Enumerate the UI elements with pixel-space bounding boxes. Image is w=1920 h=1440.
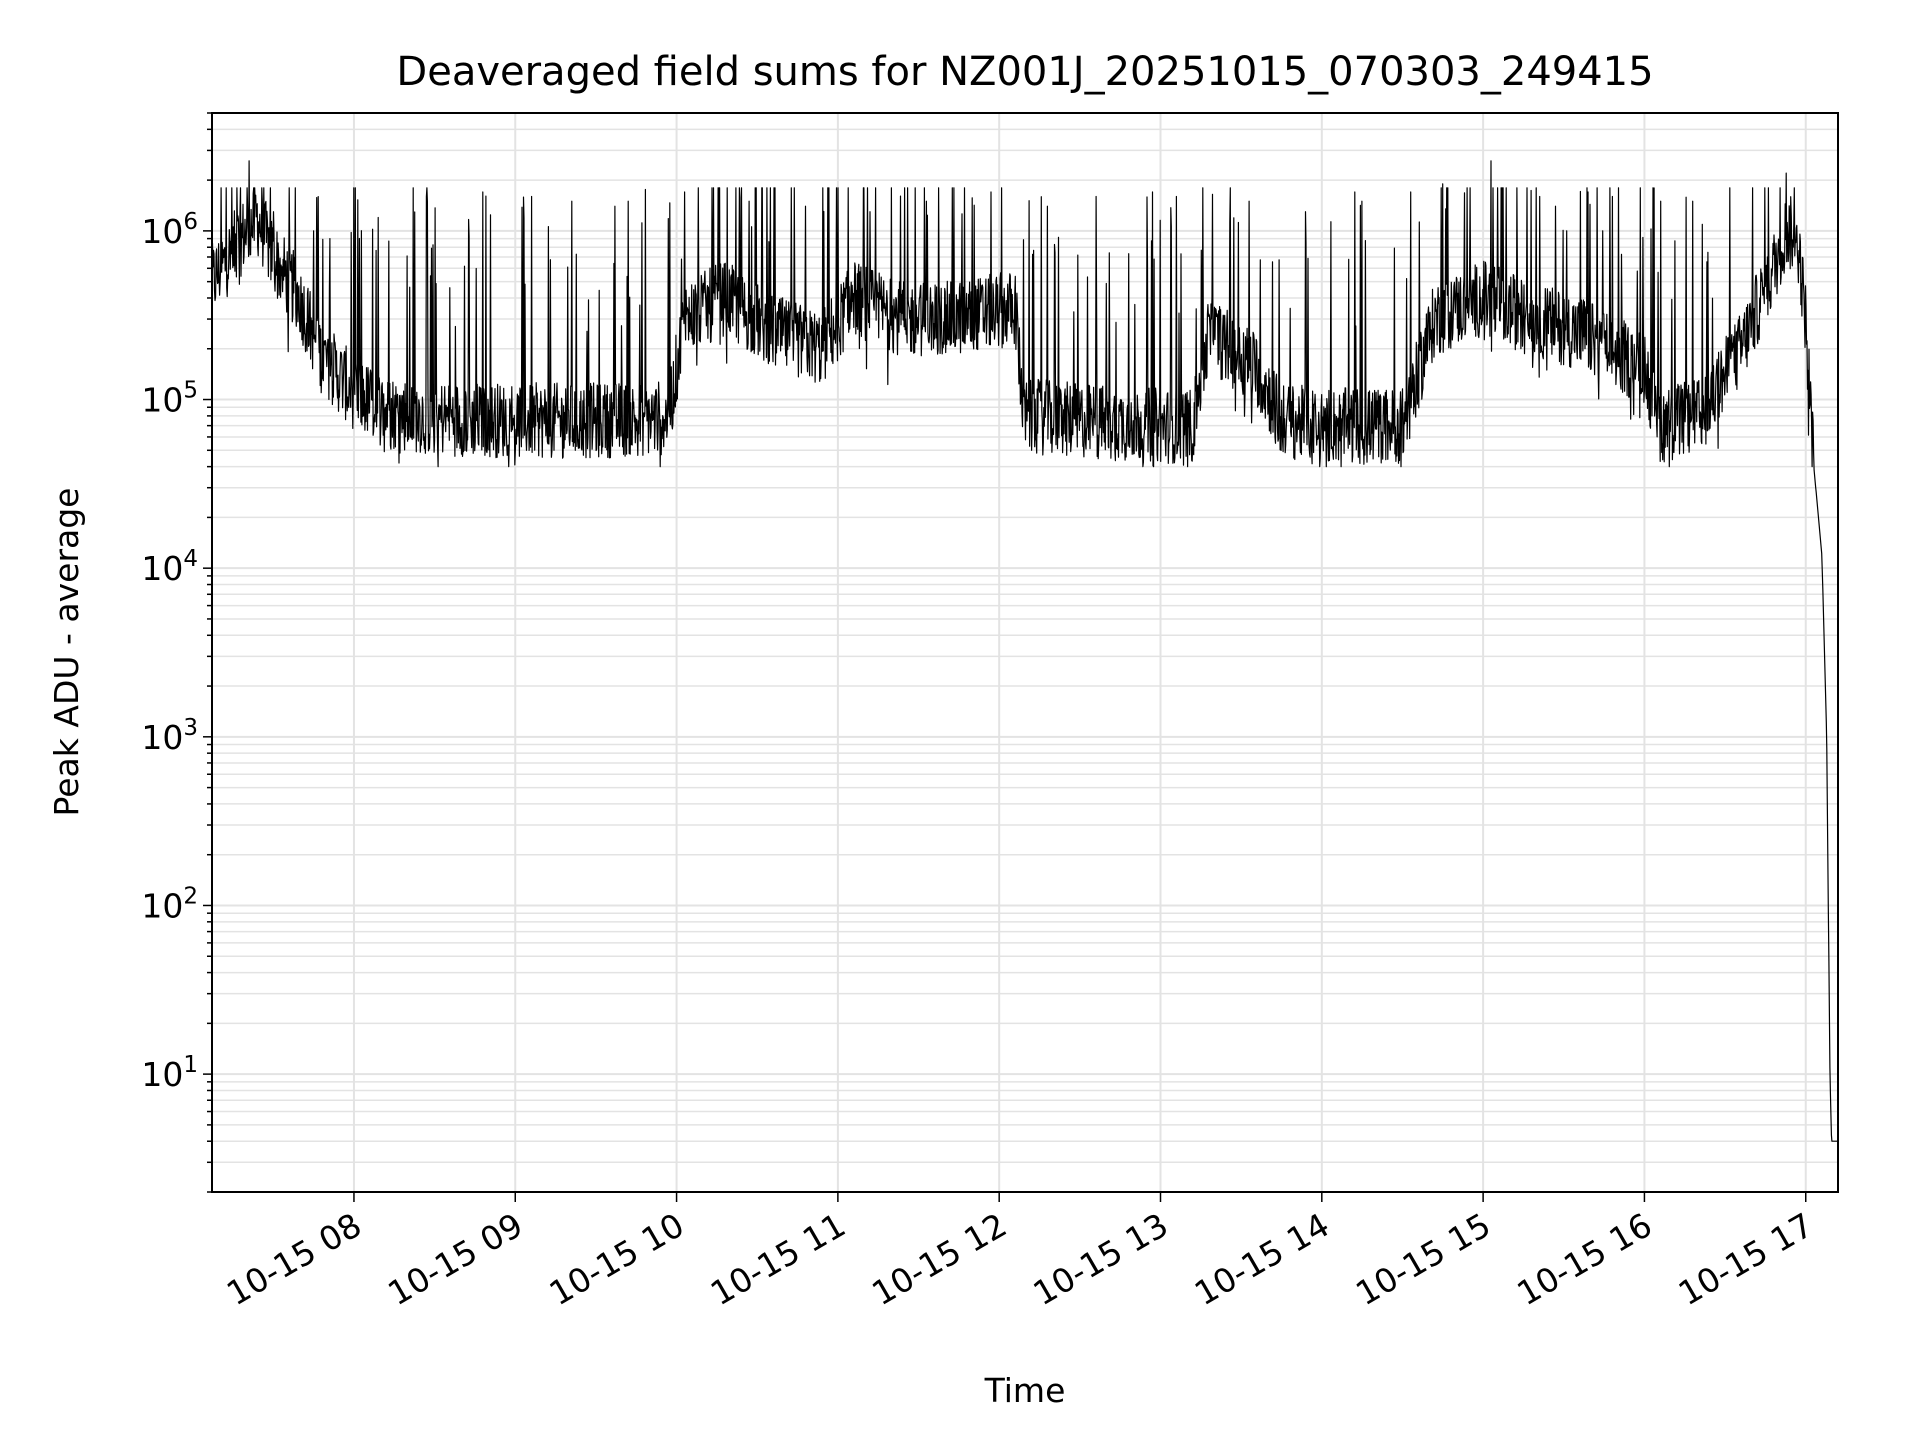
y-tick-label: 106	[141, 209, 198, 251]
y-tick-base: 10	[141, 549, 183, 588]
y-tick-label: 105	[141, 378, 198, 420]
y-tick-label: 101	[141, 1052, 198, 1094]
series-line	[211, 160, 1839, 1142]
plot-frame	[211, 112, 1839, 1193]
chart-title: Deaveraged field sums for NZ001J_2025101…	[396, 49, 1653, 95]
y-axis-label: Peak ADU - average	[47, 488, 86, 817]
y-tick-exponent: 3	[183, 715, 198, 741]
y-tick-base: 10	[141, 212, 183, 251]
y-tick-exponent: 6	[183, 209, 198, 235]
y-tick-label: 104	[141, 546, 198, 588]
series	[211, 160, 1839, 1142]
y-tick-base: 10	[141, 1055, 183, 1094]
y-tick-exponent: 1	[183, 1052, 198, 1078]
y-tick-exponent: 4	[183, 546, 198, 572]
y-tick-exponent: 2	[183, 883, 198, 909]
y-tick-label: 103	[141, 715, 198, 757]
y-tick-exponent: 5	[183, 378, 198, 404]
y-tick-base: 10	[141, 886, 183, 925]
x-axis-label: Time	[984, 1371, 1066, 1410]
y-tick-label: 102	[141, 883, 198, 925]
y-tick-base: 10	[141, 718, 183, 757]
y-tick-base: 10	[141, 381, 183, 420]
